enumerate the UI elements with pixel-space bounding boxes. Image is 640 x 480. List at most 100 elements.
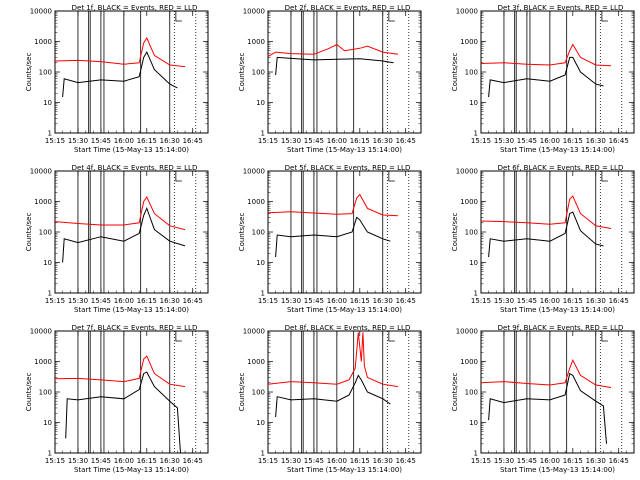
x-tick-label: 15:30: [68, 297, 88, 305]
y-tick-label: 10: [256, 419, 265, 427]
series-line-red-lld: [267, 332, 399, 388]
x-tick-label: 16:30: [160, 297, 180, 305]
x-tick-label: 16:15: [350, 297, 370, 305]
x-tick-label: 16:45: [609, 297, 629, 305]
y-tick-label: 1000: [247, 198, 265, 206]
x-tick-label: 16:15: [137, 457, 157, 465]
corner-marker: [175, 171, 182, 182]
corner-marker: [175, 11, 182, 22]
y-axis-label: Counts/sec: [238, 373, 246, 412]
x-tick-label: 16:00: [114, 137, 134, 145]
y-tick-label: 10000: [243, 8, 265, 16]
panel-det-9: Det 9f, BLACK = Events, RED = LLD 1 10 100 1…: [451, 324, 635, 474]
y-tick-label: 1: [48, 290, 52, 298]
x-axis-label: Start Time (15-May-13 15:14:00): [74, 146, 189, 154]
x-tick-label: 15:15: [258, 137, 278, 145]
x-tick-label: 15:15: [258, 297, 278, 305]
x-tick-label: 15:45: [517, 297, 537, 305]
panel-title: Det 9f, BLACK = Events, RED = LLD: [498, 324, 624, 332]
y-axis-label: Counts/sec: [238, 53, 246, 92]
y-tick-label: 10000: [30, 168, 52, 176]
panel-title: Det 4f, BLACK = Events, RED = LLD: [72, 164, 198, 172]
y-axis-label: Counts/sec: [451, 213, 459, 252]
series-line-black-events: [62, 50, 178, 98]
x-tick-label: 16:00: [540, 297, 560, 305]
x-tick-label: 16:00: [327, 137, 347, 145]
panel-det-3: Det 3f, BLACK = Events, RED = LLD 1 10 100 1…: [451, 4, 635, 154]
corner-marker: [388, 331, 395, 342]
panel-title: Det 3f, BLACK = Events, RED = LLD: [498, 4, 624, 12]
series-line-red-lld: [54, 355, 186, 388]
x-tick-label: 16:00: [114, 457, 134, 465]
x-tick-label: 16:15: [563, 137, 583, 145]
x-tick-label: 15:15: [471, 297, 491, 305]
x-tick-label: 16:15: [350, 137, 370, 145]
x-tick-label: 16:00: [327, 457, 347, 465]
x-tick-label: 16:00: [327, 297, 347, 305]
x-tick-label: 16:45: [183, 137, 203, 145]
x-tick-label: 15:30: [281, 137, 301, 145]
y-tick-label: 10000: [243, 168, 265, 176]
y-tick-label: 100: [39, 229, 52, 237]
y-tick-label: 1: [261, 450, 265, 458]
series-line-black-events: [488, 372, 607, 444]
x-axis-label: Start Time (15-May-13 15:14:00): [287, 306, 402, 314]
series-line-black-events: [65, 371, 181, 454]
y-tick-label: 1000: [34, 358, 52, 366]
x-tick-label: 16:00: [114, 297, 134, 305]
y-axis-label: Counts/sec: [238, 213, 246, 252]
x-tick-label: 15:15: [258, 457, 278, 465]
x-tick-label: 16:30: [160, 457, 180, 465]
x-tick-label: 15:45: [91, 137, 111, 145]
x-tick-label: 16:15: [137, 297, 157, 305]
series-line-red-lld: [267, 193, 399, 217]
x-tick-label: 16:45: [609, 457, 629, 465]
series-line-red-lld: [267, 43, 399, 58]
x-tick-label: 16:15: [137, 137, 157, 145]
x-tick-label: 15:30: [281, 297, 301, 305]
x-tick-label: 15:45: [304, 137, 324, 145]
panel-title: Det 7f, BLACK = Events, RED = LLD: [72, 324, 198, 332]
x-tick-label: 15:15: [471, 457, 491, 465]
x-tick-label: 16:45: [396, 137, 416, 145]
y-tick-label: 10: [256, 99, 265, 107]
y-tick-label: 100: [39, 389, 52, 397]
series-line-black-events: [275, 374, 391, 418]
y-tick-label: 1: [48, 130, 52, 138]
y-tick-label: 10000: [243, 328, 265, 336]
y-axis-label: Counts/sec: [25, 373, 33, 412]
x-tick-label: 16:45: [396, 457, 416, 465]
x-tick-label: 15:30: [68, 137, 88, 145]
y-tick-label: 10000: [30, 8, 52, 16]
x-tick-label: 15:45: [517, 137, 537, 145]
y-tick-label: 1000: [247, 358, 265, 366]
y-tick-label: 100: [252, 229, 265, 237]
x-tick-label: 16:15: [350, 457, 370, 465]
panel-det-8: Det 8f, BLACK = Events, RED = LLD 1 10 100 1…: [238, 324, 422, 474]
x-tick-label: 16:30: [373, 297, 393, 305]
x-tick-label: 15:30: [494, 137, 514, 145]
x-tick-label: 16:00: [540, 457, 560, 465]
x-tick-label: 16:30: [373, 457, 393, 465]
x-tick-label: 15:45: [517, 457, 537, 465]
panel-det-2: Det 2f, BLACK = Events, RED = LLD 1 10 100 1…: [238, 4, 422, 154]
x-tick-label: 16:45: [183, 297, 203, 305]
x-axis-label: Start Time (15-May-13 15:14:00): [287, 146, 402, 154]
x-axis-label: Start Time (15-May-13 15:14:00): [500, 466, 615, 474]
corner-marker: [601, 171, 608, 182]
series-line-black-events: [488, 56, 604, 98]
y-tick-label: 100: [465, 229, 478, 237]
series-line-red-lld: [54, 36, 186, 68]
series-line-black-events: [488, 211, 604, 258]
x-tick-label: 16:15: [563, 457, 583, 465]
x-tick-label: 16:45: [609, 137, 629, 145]
y-axis-label: Counts/sec: [451, 373, 459, 412]
x-tick-label: 15:30: [68, 457, 88, 465]
y-tick-label: 10: [256, 259, 265, 267]
panel-title: Det 1f, BLACK = Events, RED = LLD: [72, 4, 198, 12]
y-tick-label: 10: [43, 259, 52, 267]
y-tick-label: 10000: [456, 328, 478, 336]
y-tick-label: 10000: [30, 328, 52, 336]
x-tick-label: 15:45: [91, 297, 111, 305]
